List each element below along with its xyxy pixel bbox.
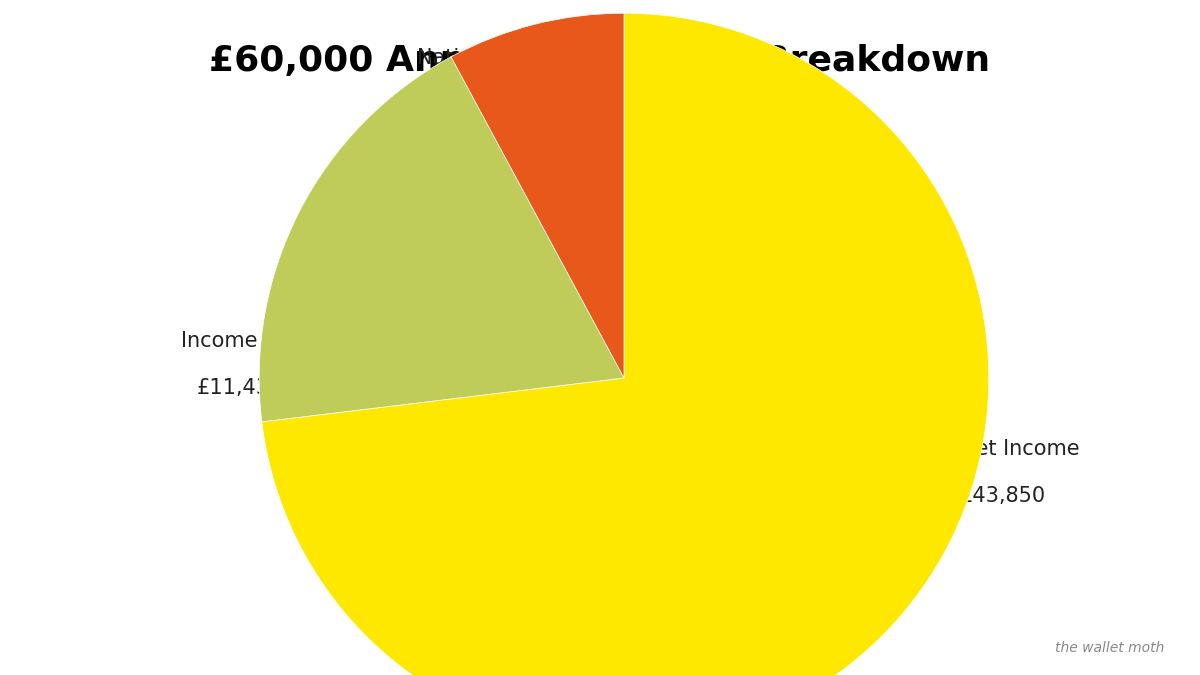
- Wedge shape: [262, 14, 989, 675]
- Text: National Insurance Contributions: National Insurance Contributions: [416, 47, 760, 68]
- Text: the wallet moth: the wallet moth: [1055, 641, 1164, 655]
- Text: £4,718: £4,718: [552, 95, 624, 115]
- Wedge shape: [259, 57, 624, 422]
- Text: £11,432: £11,432: [197, 378, 283, 398]
- Text: Net Income: Net Income: [960, 439, 1080, 459]
- Text: £43,850: £43,850: [960, 486, 1046, 506]
- Text: £60,000 Annual Salary Tax Breakdown: £60,000 Annual Salary Tax Breakdown: [210, 44, 990, 78]
- Wedge shape: [451, 14, 624, 378]
- Text: Income Tax: Income Tax: [181, 331, 299, 351]
